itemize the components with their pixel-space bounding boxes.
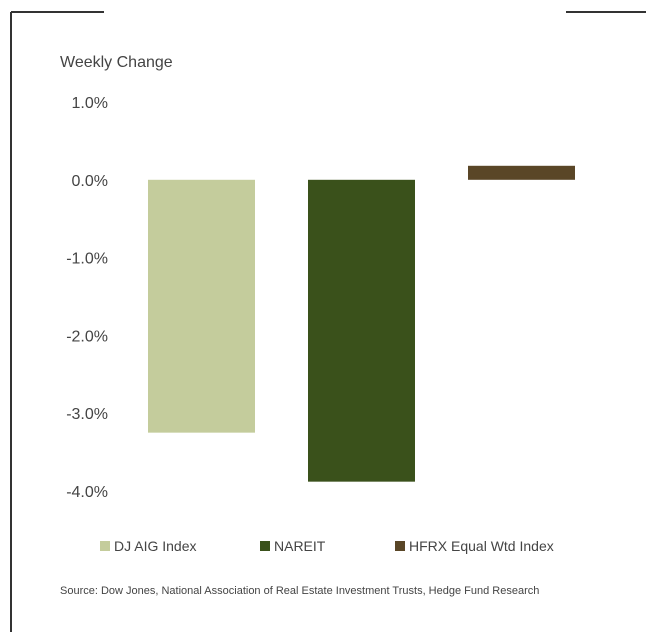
bar-nareit [308, 179, 415, 482]
legend-label-hfrx: HFRX Equal Wtd Index [409, 538, 554, 554]
y-tick-label: -3.0% [66, 406, 108, 423]
source-note: Source: Dow Jones, National Association … [60, 585, 540, 597]
legend-item-nareit: NAREIT [260, 538, 325, 554]
legend-swatch-dj-aig [100, 541, 110, 551]
legend-item-hfrx: HFRX Equal Wtd Index [395, 538, 554, 554]
legend: DJ AIG Index NAREIT HFRX Equal Wtd Index [100, 538, 620, 558]
bar-hfrx-equal-wtd-index [468, 165, 575, 180]
y-tick-label: 1.0% [72, 95, 108, 112]
y-tick-label: -4.0% [66, 484, 108, 501]
y-tick-label: 0.0% [72, 173, 108, 190]
legend-label-nareit: NAREIT [274, 538, 326, 554]
legend-swatch-nareit [260, 541, 270, 551]
y-tick-label: -1.0% [66, 251, 108, 268]
legend-item-dj-aig: DJ AIG Index [100, 538, 196, 554]
y-tick-label: -2.0% [66, 328, 108, 345]
legend-swatch-hfrx [395, 541, 405, 551]
y-axis-label: Weekly Change [60, 54, 173, 71]
bar-dj-aig-index [148, 179, 255, 433]
legend-label-dj-aig: DJ AIG Index [114, 538, 197, 554]
